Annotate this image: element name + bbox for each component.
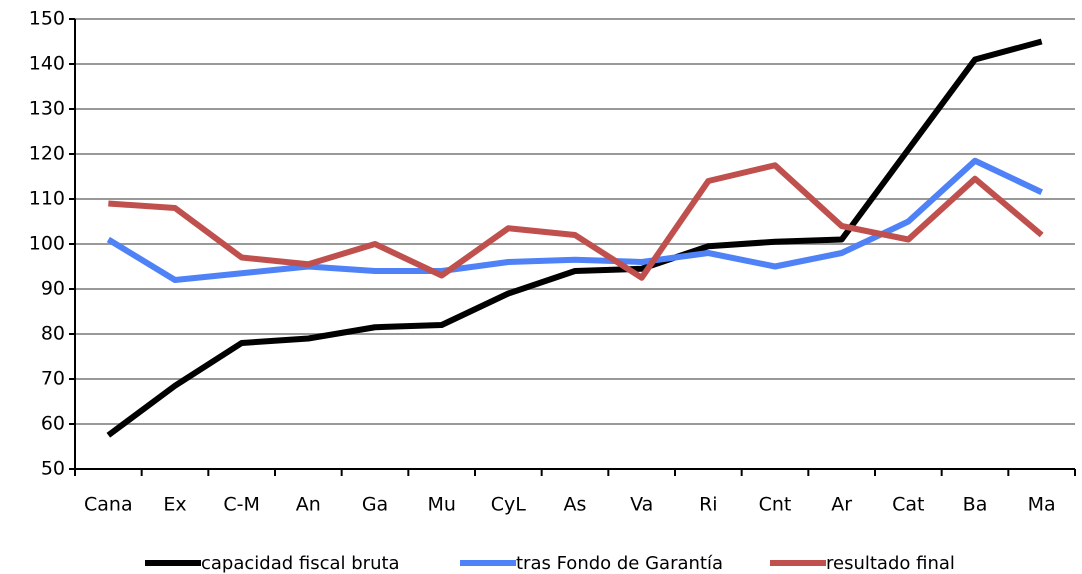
x-tick-label: Cnt [759,494,792,516]
series-line [106,38,1043,438]
x-tick-label: Cana [84,494,133,516]
x-tick-label: Va [630,494,653,516]
x-tick-label: Ri [699,494,717,516]
legend-label: resultado final [826,553,955,574]
x-tick-label: Ex [163,494,186,516]
y-tick-label: 120 [29,143,65,165]
y-tick-label: 70 [41,368,65,390]
x-tick-label: An [296,494,321,516]
legend-label: capacidad fiscal bruta [201,553,400,574]
y-tick-label: 100 [29,233,65,255]
x-tick-label: CyL [491,494,527,516]
y-tick-label: 110 [29,188,65,210]
y-tick-label: 50 [41,458,65,480]
series-line [108,162,1044,281]
x-tick-label: As [564,494,587,516]
legend-label: tras Fondo de Garantía [516,553,723,574]
y-tick-label: 150 [29,8,65,30]
y-tick-label: 80 [41,323,65,345]
x-tick-label: Ba [963,494,988,516]
y-tick-label: 130 [29,98,65,120]
x-tick-label: Mu [427,494,455,516]
series-line [106,157,1043,283]
y-tick-label: 60 [41,413,65,435]
x-tick-label: Cat [892,494,924,516]
x-tick-label: Ar [831,494,852,516]
x-tick-label: Ga [362,494,388,516]
x-tick-label: Ma [1028,494,1056,516]
y-tick-label: 140 [29,53,65,75]
x-tick-label: C-M [223,494,260,516]
y-tick-label: 90 [41,278,65,300]
